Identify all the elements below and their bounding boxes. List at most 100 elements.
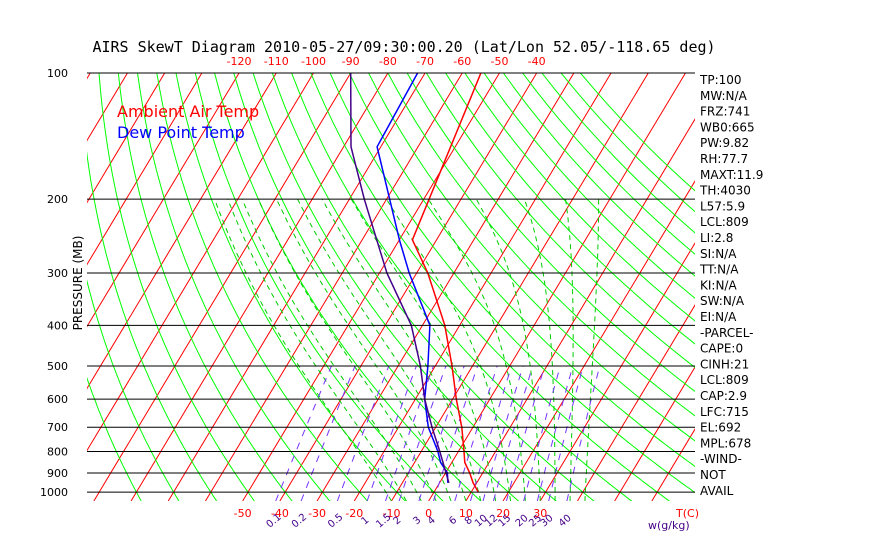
dry-adiabat-line [348,73,695,468]
mixing-ratio-line [536,365,574,501]
pressure-tick-label: 500 [47,360,68,373]
bottom-temp-tick-label: 10 [459,507,473,520]
mixing-ratio-label: 8 [463,515,475,528]
isotherm-line [651,428,695,501]
isotherm-line [205,73,463,501]
y-axis-label: PRESSURE (MB) [71,236,85,331]
series-parcel [349,73,450,484]
moist-adiabat-line [241,199,422,501]
pressure-tick-label: 700 [47,421,68,434]
moist-adiabat-line [227,199,407,501]
stat-item: SI:N/A [700,247,737,261]
mixing-ratio-line [385,365,434,501]
moist-adiabat-line [565,199,574,501]
bottom-temp-tick-label: -10 [382,507,400,520]
dry-adiabat-line [406,73,695,393]
mixing-ratio-line [566,365,601,501]
isotherm-line [577,304,695,501]
bottom-temp-tick-label: -30 [308,507,326,520]
bottom-temp-tick-label: -40 [271,507,289,520]
mixing-ratio-label: 2 [392,515,404,528]
profile-lines [349,73,482,493]
mixing-ratio-line [548,365,584,501]
isotherm-line [279,73,538,501]
pressure-tick-label: 800 [47,446,68,459]
mixing-ratio-line [336,365,390,501]
dry-adiabat-line [425,73,695,369]
isotherm-line [87,73,128,142]
chart-title: AIRS SkewT Diagram 2010-05-27/09:30:00.2… [92,38,715,56]
isotherm-line [87,73,314,452]
stat-item: CAP:2.9 [700,389,747,403]
top-temp-tick-label: -60 [453,55,471,68]
stat-item: KI:N/A [700,278,737,292]
mixing-ratio-line [523,365,561,501]
isotherm-line [0,73,16,501]
top-temp-tick-label: -50 [490,55,508,68]
moist-adiabat-line [214,199,392,501]
mixing-ratio-label: 3 [411,515,423,528]
moist-adiabat-line [523,199,556,501]
stat-item: TP:100 [699,73,742,87]
mixing-ratio-line [454,365,498,501]
stat-item: SW:N/A [700,294,745,308]
isotherm-line [87,73,166,204]
stat-item: -PARCEL- [700,326,754,340]
series-ambient-air-temp [411,73,482,493]
legend-air-temp: Ambient Air Temp [117,102,259,121]
stat-item: TT:N/A [699,263,739,277]
isotherm-line [167,73,426,501]
stat-item: -WIND- [700,452,742,466]
dry-adiabat-line [387,73,695,417]
mixing-ratio-label: 6 [447,515,459,528]
mixing-ratio-label: 0.2 [290,512,309,531]
stat-item: CINH:21 [700,357,749,371]
isotherm-line [93,73,352,501]
stat-item: MPL:678 [700,436,751,450]
bottom-temp-tick-label: 30 [533,507,547,520]
stat-item: LFC:715 [700,405,749,419]
isotherm-line [87,73,277,390]
pressure-tick-label: 900 [47,467,68,480]
top-temp-tick-label: -40 [528,55,546,68]
top-temp-tick-label: -90 [342,55,360,68]
mixing-ratio-label: 4 [426,515,438,528]
legend-dew-point: Dew Point Temp [117,123,245,142]
dry-adiabat-line [483,73,695,299]
top-temp-tick-label: -110 [264,55,289,68]
moist-adiabat-line [276,198,452,501]
bottom-temp-tick-label: 0 [425,507,432,520]
stat-item: TH:4030 [699,184,751,198]
mixing-ratio-line [470,365,513,501]
dry-adiabat-line [252,73,557,501]
pressure-tick-label: 300 [47,267,68,280]
dry-adiabat-line [502,73,695,277]
isotherm-line [87,73,240,328]
stat-item: FRZ:741 [700,105,750,119]
top-temp-tick-label: -120 [227,55,252,68]
stat-item: LCL:809 [700,215,749,229]
mixing-unit-label: w(g/kg) [648,519,690,532]
moist-adiabat-line [257,199,437,501]
moist-adiabat-line [475,198,541,501]
isotherm-line [465,118,695,501]
isotherm-line [614,366,695,501]
mixing-ratio-label: 40 [557,513,574,530]
mixing-ratio-line [398,365,447,501]
pressure-tick-label: 1000 [40,486,68,499]
stat-item: AVAIL [700,484,734,498]
mixing-ratio-line [492,365,534,501]
dry-adiabat-line [368,73,695,442]
pressure-tick-label: 200 [47,193,68,206]
pressure-gridlines [87,72,695,493]
isotherm-line [0,73,53,501]
stat-item: MW:N/A [700,89,748,103]
dry-adiabat-line [522,73,695,255]
top-temp-tick-label: -80 [379,55,397,68]
series-dew-point-temp [376,73,449,483]
mixing-ratio-label: 0.5 [326,512,345,531]
isotherm-line [87,73,203,266]
moist-adiabat-line [584,199,600,501]
